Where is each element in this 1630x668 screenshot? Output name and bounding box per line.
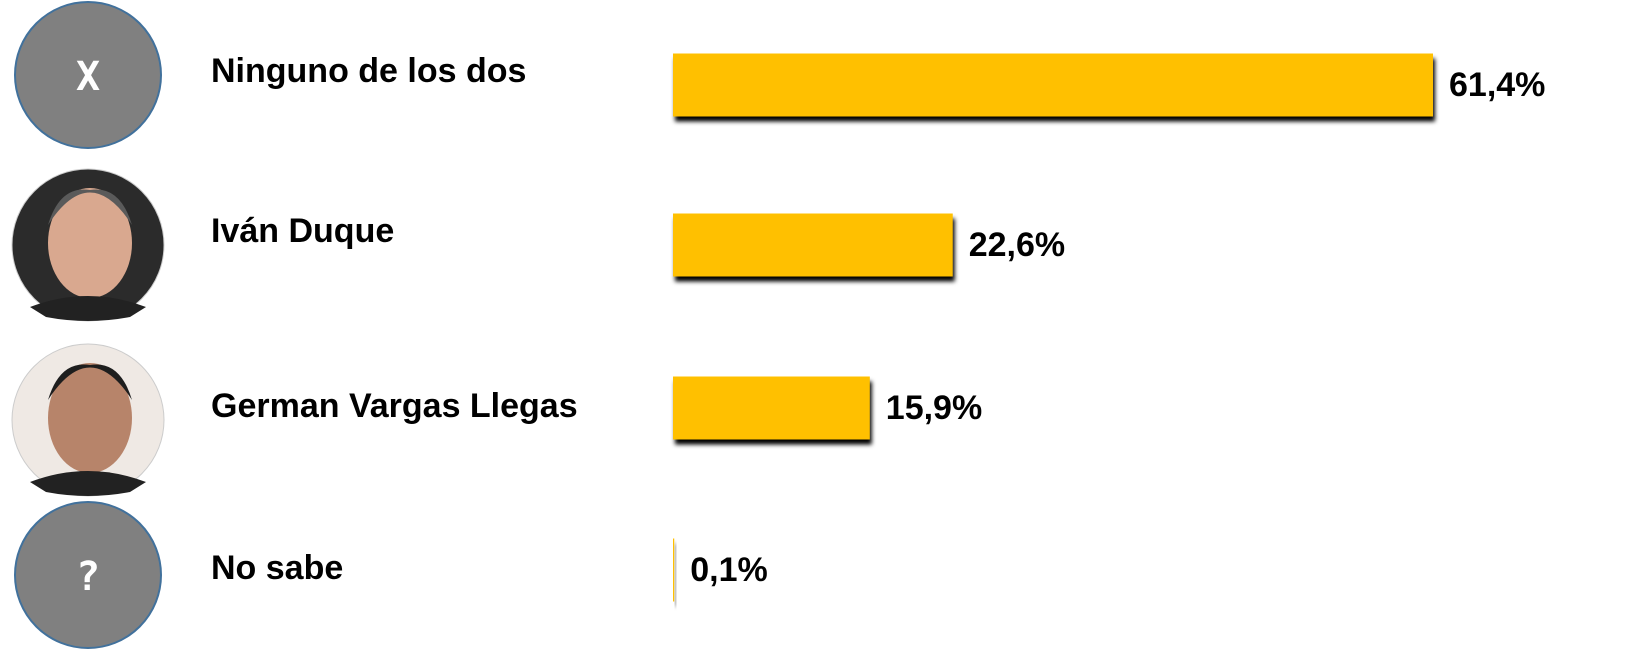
value-label: 61,4%	[1449, 66, 1545, 104]
category-label: German Vargas Llegas	[211, 387, 578, 425]
bar	[673, 54, 1433, 117]
bar	[673, 539, 674, 602]
category-label: No sabe	[211, 549, 343, 587]
portrait	[12, 344, 164, 496]
bar	[673, 377, 870, 440]
icon-label: ?	[76, 554, 100, 600]
icon-label: X	[76, 54, 100, 100]
portrait	[12, 169, 164, 321]
bar	[673, 214, 953, 277]
value-label: 15,9%	[886, 389, 982, 427]
category-label: Ninguno de los dos	[211, 52, 526, 90]
value-label: 0,1%	[690, 551, 768, 589]
chart: X Ninguno de los dos 61,4% Iván Duque 22,6% G…	[0, 0, 1630, 668]
bar-shadow	[675, 544, 676, 607]
category-label: Iván Duque	[211, 212, 394, 250]
value-label: 22,6%	[969, 226, 1065, 264]
